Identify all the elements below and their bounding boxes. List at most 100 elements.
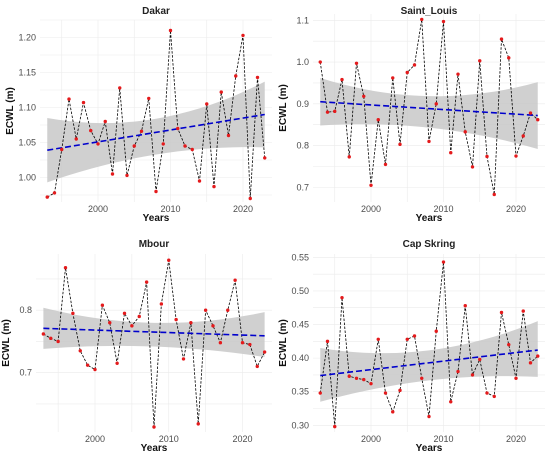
data-point [85, 363, 90, 367]
confidence-band [320, 321, 538, 402]
panel-title: Mbour [139, 239, 170, 250]
data-point [52, 191, 57, 195]
x-tick-label: 2020 [506, 434, 526, 444]
data-point [226, 133, 231, 138]
x-tick-label: 2020 [506, 204, 526, 214]
data-point [456, 369, 460, 374]
data-point [161, 142, 165, 146]
y-tick-label: 0.50 [291, 286, 309, 296]
data-point [262, 350, 267, 354]
y-axis-label: ECWL (m) [1, 319, 12, 367]
data-point [255, 75, 260, 80]
data-point [485, 391, 489, 395]
data-point [376, 337, 380, 342]
y-tick-label: 0.9 [296, 99, 309, 109]
data-point [507, 342, 511, 347]
panel-cap-skring: 0.30 0.35 0.40 0.45 0.50 0.55 2000 2010 2020 Cap … [278, 239, 545, 454]
data-point [122, 311, 127, 316]
data-point [347, 374, 351, 378]
y-axis-label: ECWL (m) [5, 87, 16, 135]
data-point [154, 189, 158, 194]
data-point [528, 111, 533, 115]
data-point [181, 357, 186, 361]
data-point [333, 424, 337, 429]
data-point [197, 179, 202, 183]
data-points [41, 258, 267, 429]
x-tick-label: 2000 [85, 434, 105, 444]
x-tick-label: 2010 [160, 204, 180, 214]
data-point [60, 147, 64, 152]
panel-title: Cap Skring [403, 239, 456, 250]
data-point [420, 376, 424, 380]
data-point [492, 394, 496, 399]
data-point [205, 102, 209, 106]
data-point [434, 329, 438, 333]
data-point [478, 59, 482, 63]
y-tick-label: 1.0 [296, 57, 309, 67]
data-point [441, 260, 446, 264]
data-point [383, 391, 388, 395]
x-axis-label: Years [416, 443, 443, 454]
data-point [449, 400, 453, 404]
data-point [412, 334, 417, 338]
data-point [463, 130, 467, 134]
data-point [405, 337, 409, 342]
data-point [536, 117, 540, 122]
data-point [67, 97, 71, 101]
data-point [340, 295, 344, 300]
data-point [499, 310, 504, 315]
data-point [470, 373, 475, 377]
data-point [325, 110, 330, 114]
data-point [420, 17, 424, 22]
data-point [514, 376, 518, 380]
data-point [325, 339, 330, 344]
data-points [318, 17, 540, 197]
data-point [108, 321, 112, 325]
y-tick-label: 1.1 [296, 15, 309, 25]
data-point [318, 60, 322, 64]
data-point [412, 63, 417, 67]
data-point [248, 196, 252, 201]
y-tick-label: 0.8 [19, 305, 32, 315]
panel-saint-louis: 0.7 0.8 0.9 1.0 1.1 2000 2010 2020 Saint_Louis Ye… [278, 6, 545, 224]
data-point [96, 142, 100, 146]
data-point [391, 410, 395, 414]
data-point [152, 425, 156, 429]
data-point [376, 117, 380, 122]
data-point [263, 156, 267, 160]
data-point [211, 324, 215, 328]
x-tick-label: 2020 [232, 434, 252, 444]
data-points [318, 260, 540, 429]
y-tick-label: 0.45 [291, 320, 309, 330]
data-point [110, 172, 115, 176]
data-point [456, 72, 460, 76]
data-point [514, 154, 518, 158]
data-point [89, 128, 93, 133]
data-point [470, 165, 475, 169]
y-tick-label: 1.10 [18, 103, 36, 113]
data-point [441, 19, 446, 24]
y-tick-label: 0.55 [291, 252, 309, 262]
data-point [340, 77, 344, 82]
data-point [369, 381, 373, 386]
data-point [49, 336, 53, 341]
data-point [507, 56, 511, 60]
confidence-band [320, 77, 538, 149]
data-point [203, 308, 208, 312]
x-axis-label: Years [143, 213, 170, 224]
data-point [391, 76, 395, 80]
y-tick-label: 0.35 [291, 387, 309, 397]
data-point [78, 349, 82, 353]
data-point [248, 342, 252, 347]
y-tick-label: 1.20 [18, 33, 36, 43]
data-point [137, 314, 141, 319]
y-tick-label: 0.7 [296, 182, 309, 192]
trend-line [320, 349, 538, 377]
data-point [74, 137, 78, 141]
trend-line [320, 100, 538, 117]
data-point [362, 94, 366, 99]
y-tick-label: 1.00 [18, 173, 36, 183]
data-point [427, 414, 431, 419]
data-point [218, 340, 223, 345]
data-point [318, 391, 322, 395]
